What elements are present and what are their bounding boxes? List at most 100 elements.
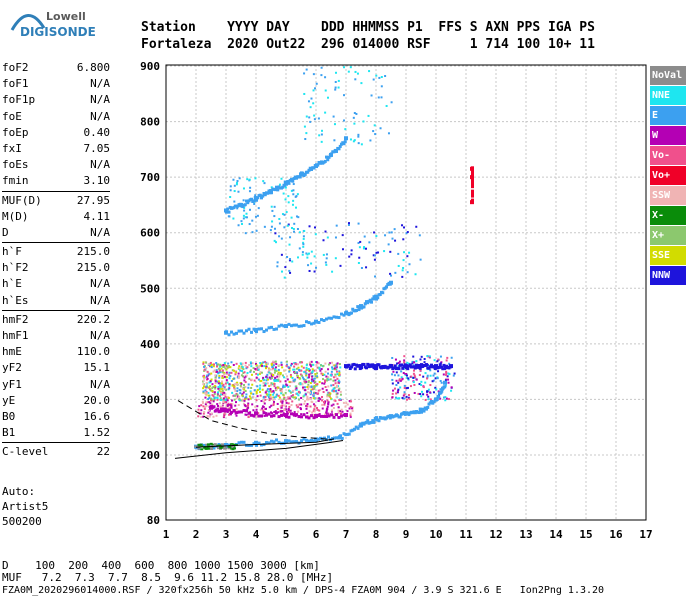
echo-point [445, 373, 448, 376]
echo-point [258, 372, 261, 375]
trace-point [340, 312, 343, 316]
echo-point [313, 410, 316, 413]
echo-point [413, 374, 416, 377]
echo-point [290, 375, 293, 378]
param-row: C-level 22 [2, 444, 110, 460]
echo-point [434, 377, 437, 380]
trace-point [250, 330, 253, 334]
trace-point [357, 308, 361, 312]
echo-point [292, 193, 295, 196]
echo-point [337, 411, 340, 414]
echo-point [232, 217, 235, 220]
echo-point [252, 367, 255, 370]
echo-point [324, 261, 327, 264]
trace-point [224, 408, 228, 413]
echo-point [433, 359, 436, 362]
echo-point [305, 364, 308, 367]
legend: NoVal NNE E W Vo- Vo+ SSW X- X+ SSE NNW [650, 66, 686, 286]
echo-point [325, 410, 328, 413]
echo-point [308, 385, 311, 388]
trace-point [314, 319, 318, 324]
trace-point [307, 416, 311, 420]
echo-point [327, 391, 330, 394]
echo-point [399, 386, 402, 389]
echo-point [309, 372, 312, 375]
trace-point [254, 440, 258, 445]
echo-point [394, 239, 397, 242]
echo-point [275, 378, 278, 381]
echo-point [406, 231, 409, 234]
echo-point [352, 116, 355, 119]
echo-point [315, 361, 318, 364]
echo-point [271, 209, 274, 212]
echo-point [215, 365, 218, 368]
echo-point [270, 374, 273, 377]
echo-point [210, 378, 213, 381]
echo-point [271, 412, 274, 415]
echo-point [443, 396, 446, 399]
trace-point [265, 328, 268, 332]
echo-point [314, 391, 317, 394]
trace-point [270, 439, 273, 443]
trace-point [349, 429, 353, 433]
echo-point [313, 406, 316, 409]
x-tick-label: 2 [193, 528, 200, 541]
echo-point [317, 389, 320, 392]
param-name: hmF1 [2, 329, 29, 342]
echo-point [249, 362, 252, 365]
echo-point [306, 405, 309, 408]
echo-point [234, 373, 237, 376]
trace-point [408, 363, 412, 367]
echo-point [450, 389, 453, 392]
echo-point [232, 369, 235, 372]
trace-point [227, 443, 231, 447]
echo-point [285, 383, 288, 386]
param-name: foF2 [2, 61, 29, 74]
echo-point [301, 361, 304, 364]
echo-point [310, 97, 313, 100]
echo-point [294, 195, 297, 198]
echo-point [337, 389, 340, 392]
echo-point [212, 395, 215, 398]
echo-point [389, 250, 392, 253]
trace-point [343, 140, 347, 144]
trace-point [281, 185, 285, 189]
echo-point [354, 70, 357, 73]
param-row: hmF2 220.2 [2, 312, 110, 328]
echo-point [285, 401, 288, 404]
echo-point [327, 372, 330, 375]
echo-point [209, 385, 212, 388]
echo-point [358, 246, 361, 249]
trace-point [314, 164, 318, 169]
trace-point [330, 413, 333, 417]
echo-point [345, 402, 348, 405]
echo-point [305, 252, 308, 255]
echo-point [372, 254, 375, 257]
echo-point [360, 143, 363, 146]
echo-point [270, 205, 273, 208]
echo-point [276, 265, 279, 268]
echo-point [326, 407, 329, 410]
echo-point [279, 411, 282, 414]
echo-point [327, 368, 330, 371]
echo-point [337, 381, 340, 384]
trace-point [407, 413, 411, 417]
echo-point [275, 395, 278, 398]
echo-point [450, 386, 453, 389]
echo-point [332, 376, 335, 379]
echo-point [329, 378, 332, 381]
echo-point [241, 393, 244, 396]
trace-point [374, 294, 378, 299]
echo-point [328, 362, 331, 365]
echo-point [391, 382, 394, 385]
echo-point [209, 364, 212, 367]
echo-point [427, 395, 430, 398]
echo-point [274, 376, 277, 379]
echo-point [397, 374, 400, 377]
echo-point [446, 375, 449, 378]
echo-point [285, 364, 288, 367]
echo-point [273, 396, 276, 399]
echo-point [306, 412, 309, 415]
trace-point [344, 412, 348, 417]
echo-point [353, 111, 356, 114]
